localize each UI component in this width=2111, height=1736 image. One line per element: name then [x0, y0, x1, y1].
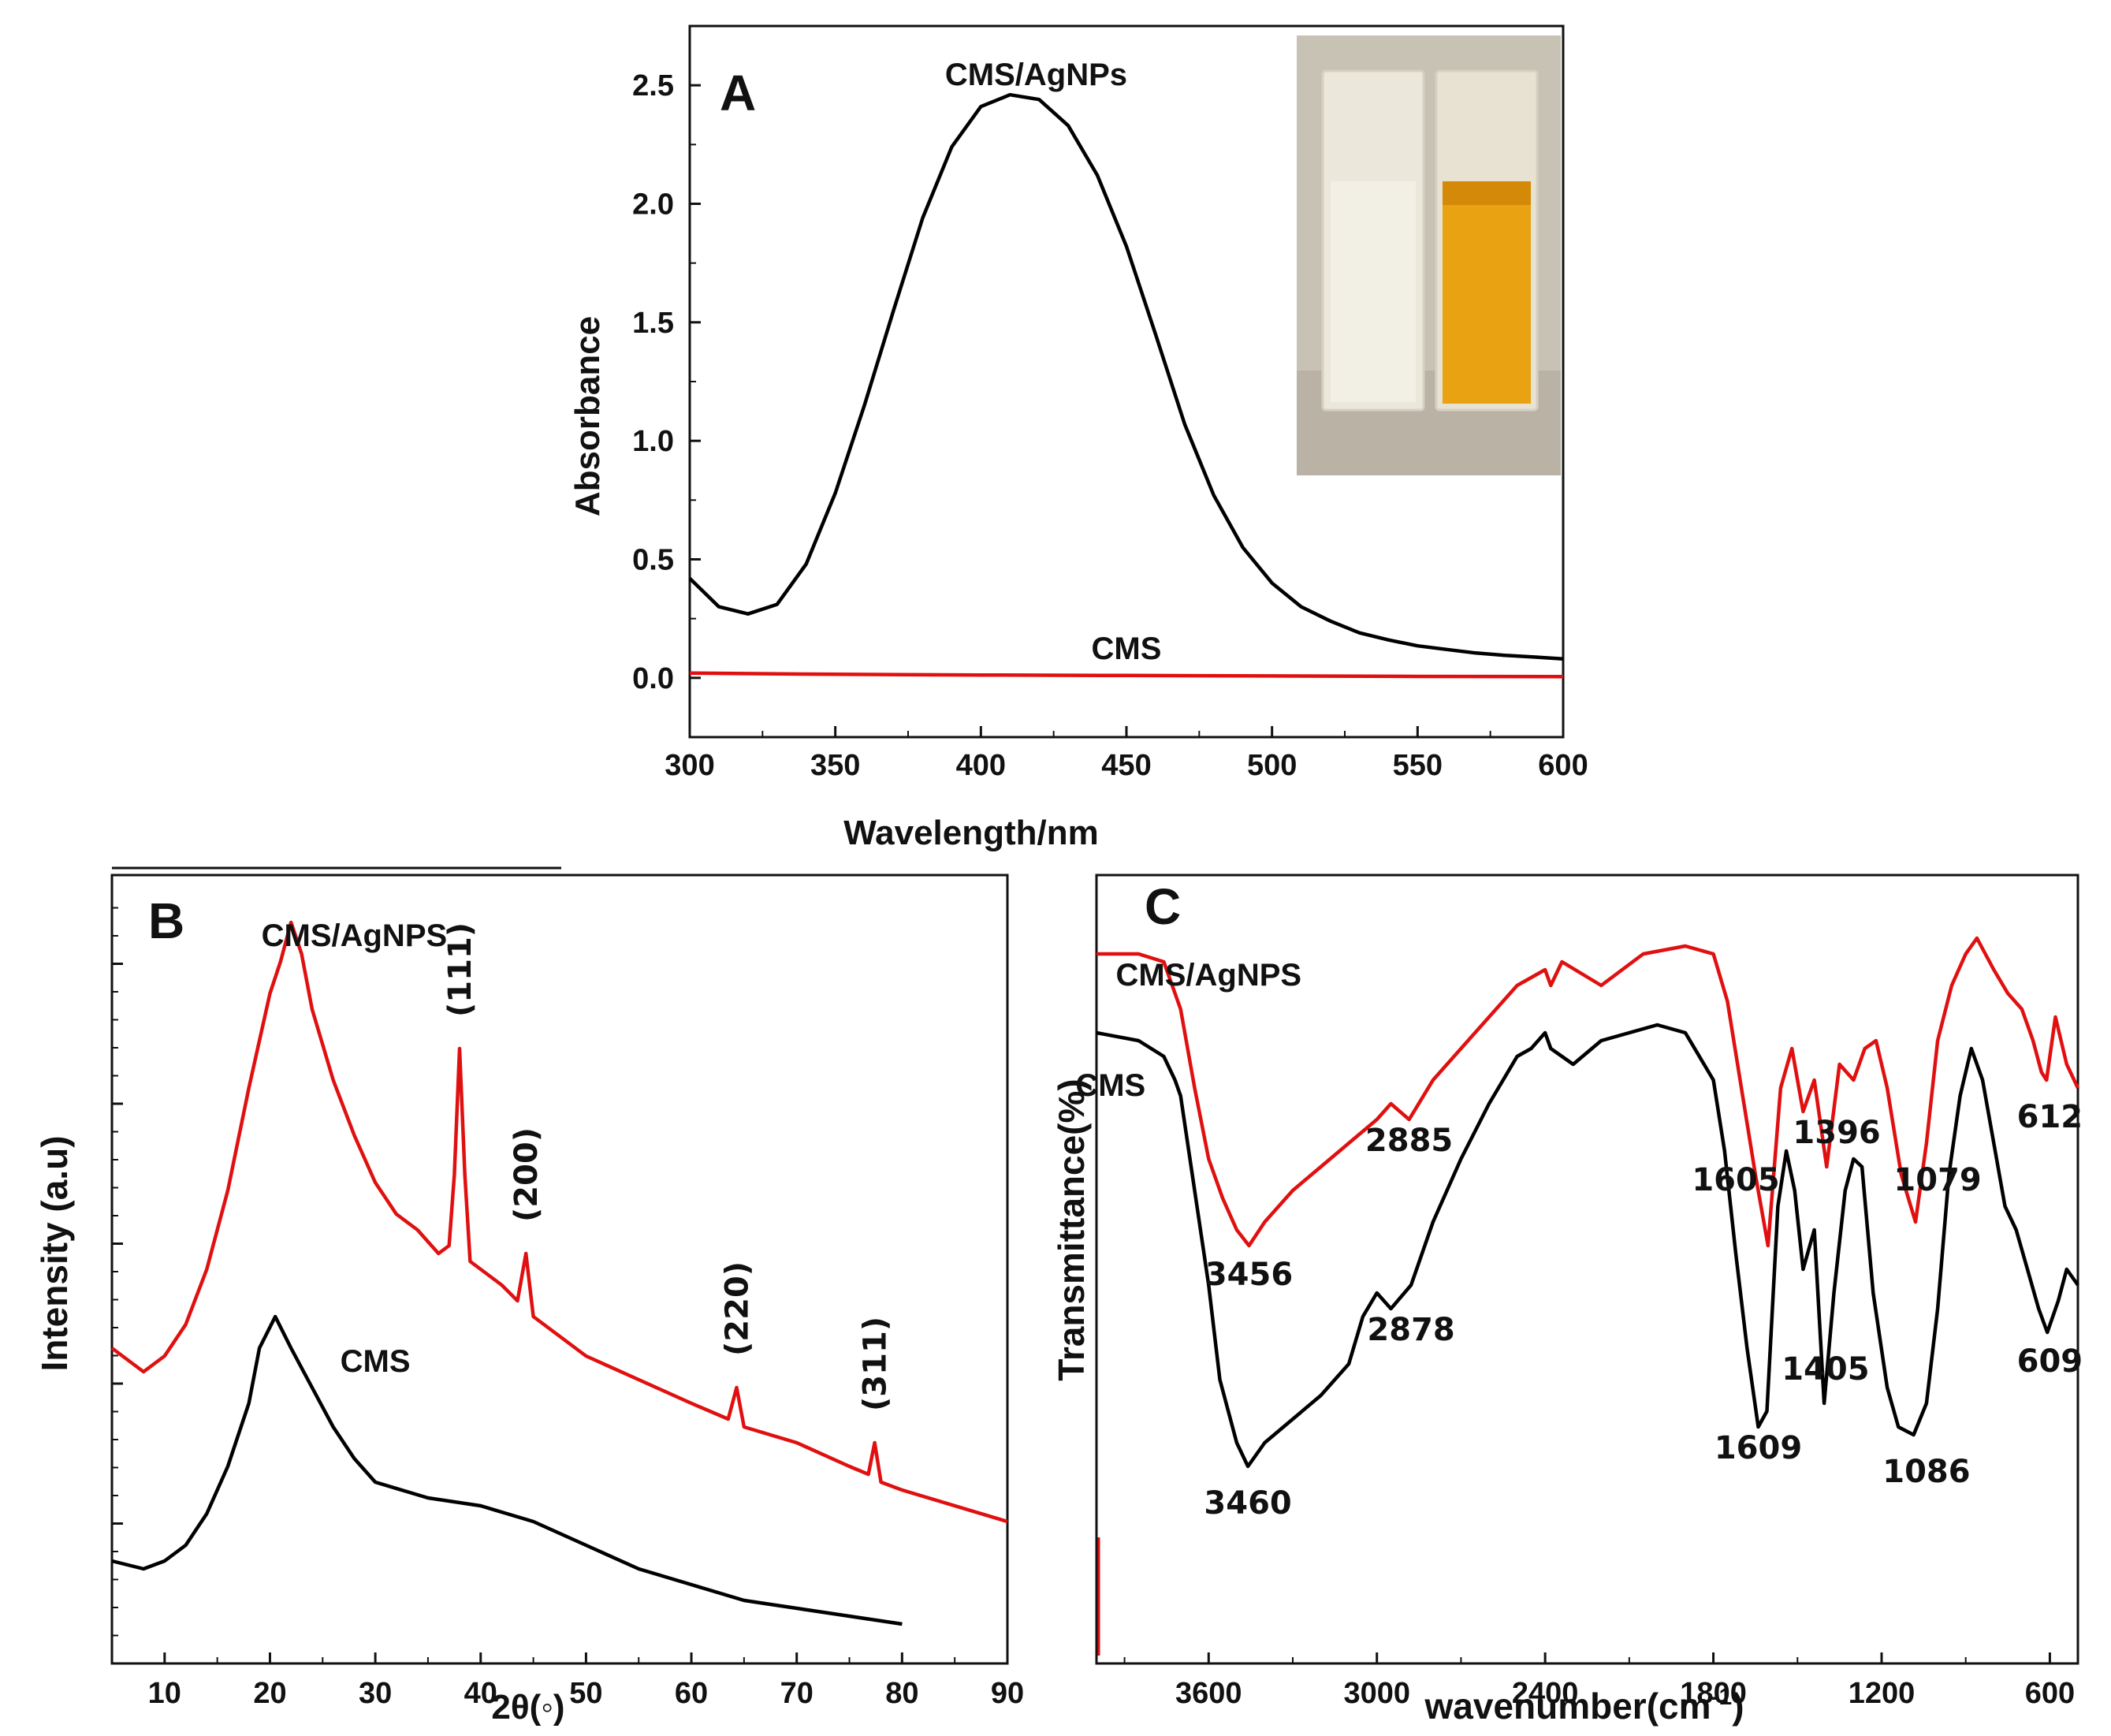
- b-xtick-label-3: 40: [464, 1677, 497, 1710]
- b-xtick-label-4: 50: [569, 1677, 602, 1710]
- c-annotation-7: 612: [2017, 1099, 2083, 1135]
- panel-b-curves: [110, 920, 1008, 1626]
- b-annotation-4: (311): [858, 1317, 894, 1411]
- c-annotation-2: 3456: [1205, 1257, 1293, 1293]
- panel-a-axes: 300 350 400 450 500 550 600 0.0 0.5 1.0 1.5 2.0 2.5: [632, 25, 1588, 782]
- b-xtick-label-8: 90: [991, 1677, 1024, 1710]
- cms-cuvette-liquid: [1331, 181, 1416, 402]
- a-ytick-label-2: 1.0: [632, 425, 674, 458]
- a-xtick-label-6: 600: [1538, 749, 1588, 782]
- a-xtick-label-5: 550: [1393, 749, 1443, 782]
- panel-c-letter: C: [1145, 878, 1181, 935]
- panel-b-axes: 10 20 30 40 50 60 70 80 90: [111, 907, 1024, 1710]
- panel-c-frame: [1095, 874, 2079, 1665]
- b-xtick-label-2: 30: [359, 1677, 392, 1710]
- c-annotation-13: 609: [2017, 1343, 2083, 1380]
- panel-a-xlabel: Wavelength/nm: [843, 814, 1099, 852]
- a-xtick-label-0: 300: [665, 749, 714, 782]
- b-annotation-1: (111): [442, 922, 478, 1017]
- agnps-cuvette-liquid: [1443, 181, 1531, 404]
- agnps-meniscus: [1443, 181, 1531, 205]
- panel-c-xlabel: wavenumber(cm-1): [1424, 1684, 1744, 1727]
- c-annotation-11: 1405: [1782, 1351, 1869, 1388]
- panel-c: C wavenumber(cm-1) Transmittance(%) 3600…: [1051, 874, 2083, 1727]
- c-xtick-label-5: 600: [2025, 1677, 2075, 1710]
- b-annotation-2: (200): [508, 1127, 545, 1222]
- panel-a-letter: A: [720, 65, 756, 121]
- c-annotation-8: 2878: [1367, 1312, 1454, 1348]
- b-xtick-label-5: 60: [675, 1677, 708, 1710]
- panel-b-xlabel: 2θ(◦): [491, 1688, 564, 1727]
- c-annotation-6: 1079: [1893, 1162, 1981, 1198]
- b-series-cms-agnps: [110, 920, 1008, 1524]
- panel-c-xlabel-close: ): [1732, 1686, 1744, 1727]
- a-ytick-label-1: 0.5: [632, 544, 674, 577]
- a-annotation-1: CMS: [1092, 631, 1162, 666]
- c-annotation-4: 1605: [1692, 1162, 1779, 1198]
- panel-a-curves: [688, 92, 1564, 679]
- cuvette-photo-inset: [1297, 35, 1561, 475]
- b-xtick-label-1: 20: [253, 1677, 286, 1710]
- panel-b-ylabel: Intensity (a.u): [34, 1135, 75, 1371]
- a-xtick-label-4: 500: [1247, 749, 1297, 782]
- panel-c-annotations: CMS/AgNPS CMS 3456 2885 1605 1396 1079 612 2878 3…: [1075, 958, 2083, 1522]
- panel-c-curves: [1096, 936, 2080, 1469]
- a-ytick-label-0: 0.0: [632, 662, 674, 695]
- panel-b-frame: [110, 874, 1009, 1665]
- a-series-cms: [689, 671, 1564, 679]
- a-annotation-0: CMS/AgNPs: [945, 58, 1127, 92]
- c-xtick-label-1: 3000: [1343, 1677, 1410, 1710]
- b-xtick-label-0: 10: [148, 1677, 181, 1710]
- c-annotation-1: CMS: [1075, 1068, 1145, 1103]
- b-annotation-5: CMS: [341, 1344, 411, 1379]
- c-annotation-10: 1609: [1714, 1430, 1802, 1466]
- panel-c-ylabel: Transmittance(%): [1051, 1078, 1092, 1380]
- a-ytick-label-5: 2.5: [632, 69, 674, 102]
- c-annotation-12: 1086: [1882, 1454, 1970, 1490]
- a-xtick-label-3: 450: [1101, 749, 1151, 782]
- c-annotation-9: 3460: [1204, 1485, 1291, 1522]
- panel-a-ylabel: Absorbance: [568, 316, 607, 516]
- panel-b-annotations: CMS/AgNPS(111) (200) (220) (311) CMS: [262, 918, 894, 1411]
- panel-b: B 2θ(◦) Intensity (a.u) 10 20 30 40 50 60 70 80…: [34, 866, 1024, 1727]
- c-xtick-label-2: 2400: [1512, 1677, 1579, 1710]
- b-xtick-label-7: 80: [885, 1677, 918, 1710]
- panel-c-xlabel-sup: -1: [1711, 1684, 1733, 1710]
- b-annotation-0: CMS/AgNPS: [262, 918, 448, 953]
- a-series-cms-agnps: [688, 92, 1564, 661]
- panel-a: A Wavelength/nm Absorbance 300 350 400 450 5…: [568, 24, 1588, 852]
- c-xtick-label-3: 1800: [1680, 1677, 1747, 1710]
- c-series-cms-agnps: [1096, 936, 2080, 1248]
- panel-c-axes: 3600 3000 2400 1800 1200 600: [1097, 1537, 2075, 1710]
- c-annotation-5: 1396: [1793, 1115, 1880, 1151]
- panel-a-annotations: CMS/AgNPs CMS: [945, 58, 1162, 666]
- panel-c-xlabel-main: wavenumber(cm: [1424, 1686, 1711, 1727]
- a-ytick-label-4: 2.0: [632, 188, 674, 222]
- a-ytick-label-3: 1.5: [632, 307, 674, 340]
- b-annotation-3: (220): [720, 1261, 756, 1356]
- b-xtick-label-6: 70: [780, 1677, 813, 1710]
- c-xtick-label-4: 1200: [1849, 1677, 1916, 1710]
- c-annotation-3: 2885: [1365, 1123, 1453, 1159]
- a-xtick-label-2: 400: [956, 749, 1006, 782]
- panel-b-letter: B: [148, 892, 184, 949]
- a-xtick-label-1: 350: [810, 749, 860, 782]
- b-series-cms: [111, 1314, 903, 1626]
- c-xtick-label-0: 3600: [1175, 1677, 1242, 1710]
- c-annotation-0: CMS/AgNPS: [1116, 958, 1302, 993]
- c-series-cms: [1096, 1023, 2079, 1469]
